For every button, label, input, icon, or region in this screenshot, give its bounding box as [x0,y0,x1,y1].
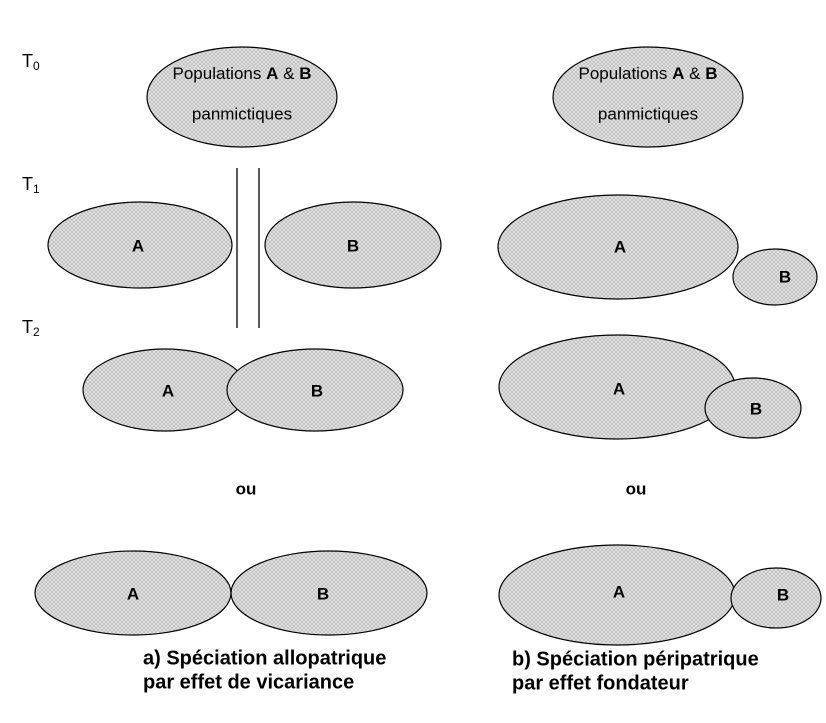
population-label: B [750,399,762,418]
population [704,377,802,439]
or-label: ou [236,479,257,498]
population-label: B [317,584,329,603]
population-label: B [311,381,323,400]
population [732,248,818,306]
population-label: panmictiques [192,104,292,123]
caption: b) Spéciation péripatrique [512,648,759,670]
population-label: A [613,379,625,398]
time-label: T2 [22,317,40,339]
population-label: B [779,267,791,286]
population [146,46,338,148]
population [47,201,233,289]
population [497,194,739,300]
caption: a) Spéciation allopatrique [143,647,386,669]
or-label: ou [626,479,647,498]
population [226,348,404,432]
population [230,550,428,636]
population [552,46,744,148]
population-label: A [162,381,174,400]
caption: par effet de vicariance [143,671,354,693]
time-label: T1 [22,174,40,196]
population-label: A [613,582,625,601]
population-label: panmictiques [598,104,698,123]
population-label: B [347,236,359,255]
population-label: Populations A & B [173,64,312,83]
population-label: Populations A & B [579,64,718,83]
population [730,567,822,629]
time-label: T0 [22,51,40,73]
population [264,201,442,289]
population-label: A [127,584,139,603]
caption: par effet fondateur [512,672,689,694]
population-label: A [614,237,626,256]
population-label: A [132,236,144,255]
population-label: B [777,585,789,604]
